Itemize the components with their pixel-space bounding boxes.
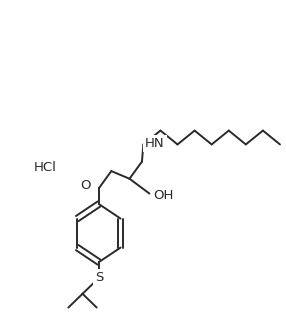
Text: O: O — [80, 179, 91, 192]
Text: HN: HN — [145, 137, 164, 150]
Text: S: S — [95, 271, 103, 284]
Text: OH: OH — [153, 189, 173, 202]
Text: HCl: HCl — [33, 161, 56, 174]
